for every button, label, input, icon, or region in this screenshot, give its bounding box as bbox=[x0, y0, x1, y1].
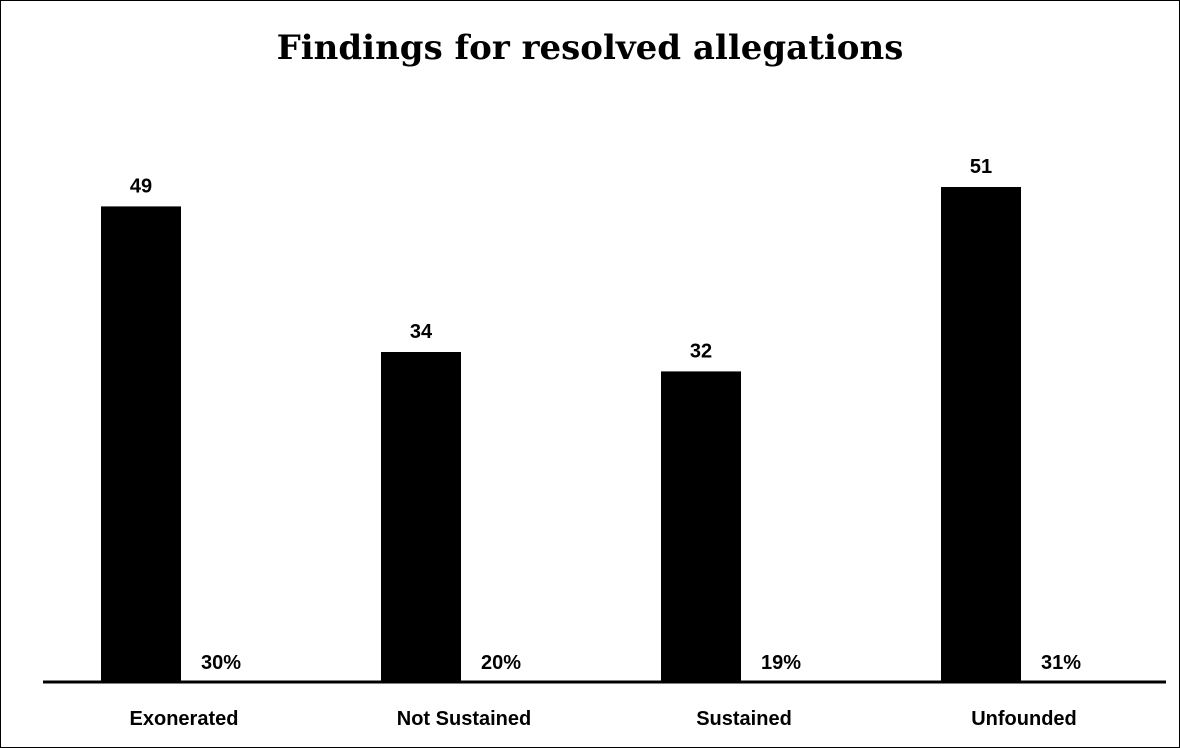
percent-label: 30% bbox=[201, 652, 241, 674]
bar-group: 49 30% Exonerated 34 20% Not Sustained 32 19% Su… bbox=[101, 156, 1081, 730]
value-label: 49 bbox=[130, 175, 152, 197]
category-label: Unfounded bbox=[971, 708, 1077, 730]
value-label: 51 bbox=[970, 156, 992, 178]
category-label: Exonerated bbox=[130, 708, 239, 730]
percent-label: 20% bbox=[481, 652, 521, 674]
category-label: Sustained bbox=[696, 708, 792, 730]
bar-exonerated bbox=[101, 206, 181, 683]
percent-label: 31% bbox=[1041, 652, 1081, 674]
bar-unfounded bbox=[941, 187, 1021, 682]
chart-title: Findings for resolved allegations bbox=[276, 28, 904, 68]
value-label: 34 bbox=[410, 321, 433, 343]
bar-sustained bbox=[661, 371, 741, 682]
category-label: Not Sustained bbox=[397, 708, 531, 730]
percent-label: 19% bbox=[761, 652, 801, 674]
value-label: 32 bbox=[690, 340, 712, 362]
bar-not-sustained bbox=[381, 352, 461, 682]
